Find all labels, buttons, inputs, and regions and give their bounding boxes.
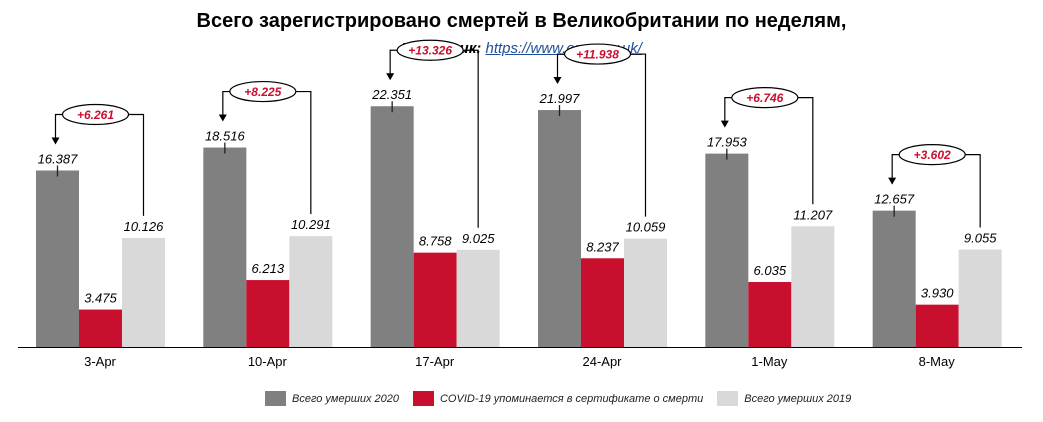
data-label-covid-1-may: 6.035 (754, 263, 787, 278)
difference-oval-10-apr (229, 80, 297, 103)
legend-swatch-covid (412, 391, 434, 406)
bar-total-2020-24-apr (538, 110, 581, 347)
difference-arrow-3-apr (51, 137, 60, 145)
bar-covid-24-apr (581, 258, 624, 347)
data-label-total-2020-24-apr: 21.997 (539, 91, 581, 106)
difference-oval-8-may (898, 144, 966, 166)
difference-oval-1-may (731, 87, 799, 109)
data-label-total-2019-10-apr: 10.291 (291, 217, 331, 232)
legend-swatch-2019 (717, 391, 739, 406)
bar-total-2020-8-may (872, 210, 916, 347)
data-label-covid-10-apr: 6.213 (252, 261, 285, 276)
legend-label-2019: Всего умерших 2019 (744, 392, 852, 405)
bar-covid-10-apr (246, 280, 290, 347)
data-label-total-2019-1-may: 11.207 (793, 207, 833, 222)
bar-total-2020-10-apr (203, 147, 247, 347)
difference-arrow-24-apr (553, 77, 562, 85)
data-label-covid-8-may: 3.930 (921, 286, 954, 301)
bar-total-2020-3-apr (36, 170, 79, 347)
bar-covid-3-apr (79, 309, 122, 347)
bar-total-2020-17-apr (370, 106, 414, 347)
legend-item-2019: Всего умерших 2019 (717, 391, 851, 406)
difference-oval-24-apr (563, 43, 632, 65)
x-tick-label-1-may: 1-May (751, 354, 788, 369)
bar-total-2019-24-apr (624, 238, 667, 347)
chart-legend: Всего умерших 2020 COVID-19 упоминается … (265, 391, 851, 406)
bar-total-2019-10-apr (289, 236, 333, 347)
chart-title: Всего зарегистрировано смертей в Великоб… (196, 10, 847, 32)
bar-total-2019-17-apr (456, 249, 500, 347)
difference-arrow-1-may (720, 120, 729, 128)
difference-label-17-apr: +13.326 (408, 44, 452, 58)
bar-total-2019-3-apr (122, 237, 165, 347)
difference-arrow-10-apr (218, 114, 227, 122)
bar-total-2019-8-may (958, 249, 1002, 347)
difference-label-10-apr: +8.225 (244, 85, 281, 99)
bar-covid-1-may (748, 281, 792, 347)
bar-covid-8-may (915, 304, 959, 347)
data-label-covid-17-apr: 8.758 (419, 234, 452, 249)
data-label-total-2019-3-apr: 10.126 (124, 219, 165, 234)
legend-label-2020: Всего умерших 2020 (292, 392, 399, 405)
data-label-total-2019-8-may: 9.055 (964, 230, 997, 245)
data-label-covid-24-apr: 8.237 (586, 239, 619, 254)
data-label-covid-3-apr: 3.475 (84, 291, 117, 306)
data-label-total-2019-17-apr: 9.025 (462, 231, 495, 246)
difference-label-3-apr: +6.261 (77, 108, 114, 122)
x-tick-label-17-apr: 17-Apr (415, 354, 455, 369)
data-label-total-2020-3-apr: 16.387 (38, 151, 79, 166)
legend-label-covid: COVID-19 упоминается в сертификате о сме… (439, 392, 704, 405)
legend-swatch-2020 (265, 391, 286, 406)
difference-label-24-apr: +11.938 (576, 48, 619, 62)
bar-total-2019-1-may (791, 226, 835, 347)
legend-item-2020: Всего умерших 2020 (265, 391, 399, 406)
difference-oval-17-apr (396, 39, 464, 61)
x-tick-label-24-apr: 24-Apr (582, 354, 622, 369)
x-tick-label-3-apr: 3-Apr (84, 354, 116, 369)
bar-total-2020-1-may (705, 153, 749, 347)
legend-item-covid: COVID-19 упоминается в сертификате о сме… (412, 391, 704, 406)
x-tick-label-8-may: 8-May (919, 354, 956, 369)
data-label-total-2020-1-may: 17.953 (707, 135, 748, 150)
data-label-total-2019-24-apr: 10.059 (626, 220, 666, 235)
data-label-total-2020-17-apr: 22.351 (371, 87, 412, 102)
data-label-total-2020-8-may: 12.657 (874, 192, 915, 207)
data-label-total-2020-10-apr: 18.516 (205, 129, 246, 144)
difference-arrow-17-apr (386, 73, 395, 81)
difference-label-1-may: +6.746 (746, 91, 783, 105)
x-tick-label-10-apr: 10-Apr (248, 354, 288, 369)
difference-oval-3-apr (61, 103, 130, 126)
difference-arrow-8-may (888, 177, 897, 185)
difference-label-8-may: +3.602 (914, 148, 951, 162)
bar-covid-17-apr (413, 252, 457, 347)
